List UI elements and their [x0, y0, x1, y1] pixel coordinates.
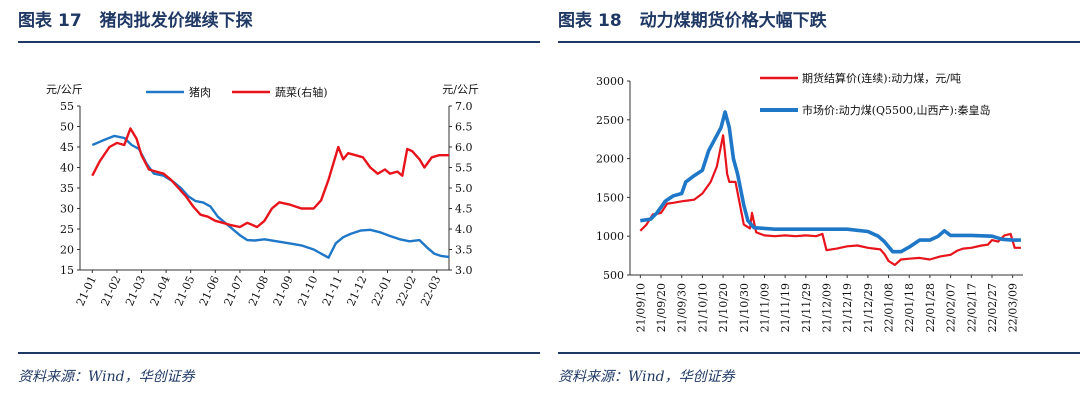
- left-axis-unit: 元/公斤: [46, 83, 83, 96]
- x-tick-label: 21/12/19: [841, 283, 854, 332]
- x-tick-label: 21/11/19: [779, 283, 792, 332]
- left-y-tick-label: 35: [60, 182, 74, 195]
- x-tick-label: 21/12/29: [862, 283, 875, 332]
- y-tick-label: 3000: [596, 75, 624, 88]
- left-y-tick-label: 55: [60, 100, 74, 113]
- left-y-tick-label: 15: [60, 264, 74, 277]
- right-y-tick-label: 3.5: [455, 244, 473, 257]
- x-tick-label: 21/10/20: [717, 283, 730, 332]
- figure-number: 17: [58, 11, 82, 31]
- figure-label: 图表: [558, 11, 592, 31]
- right-y-tick-label: 5.0: [455, 182, 473, 195]
- legend-label: 期货结算价(连续):动力煤，元/吨: [802, 71, 961, 85]
- series-line-coal-futures: [639, 134, 1021, 266]
- x-tick-label: 22/02/17: [965, 283, 978, 332]
- figure-title: 图表 18 动力煤期货价格大幅下跌: [558, 6, 827, 31]
- right-y-tick-label: 6.5: [455, 121, 473, 134]
- y-tick-label: 2000: [596, 153, 624, 166]
- legend-label: 猪肉: [189, 86, 211, 99]
- figure-number: 18: [598, 11, 622, 31]
- legend-label: 蔬菜(右轴): [275, 85, 328, 99]
- x-tick-label: 22/02/27: [986, 283, 999, 332]
- left-y-tick-label: 25: [60, 223, 74, 236]
- left-y-tick-label: 20: [60, 244, 74, 257]
- right-y-tick-label: 4.5: [455, 203, 473, 216]
- right-y-tick-label: 7.0: [455, 100, 473, 113]
- title-divider: [558, 41, 1080, 43]
- right-y-tick-label: 6.0: [455, 141, 473, 154]
- y-tick-label: 500: [603, 269, 624, 282]
- x-tick-label: 21-12: [344, 274, 369, 308]
- x-tick-label: 21/09/20: [655, 283, 668, 332]
- figure-title-text: 动力煤期货价格大幅下跌: [639, 11, 827, 31]
- x-tick-label: 22-03: [418, 274, 443, 308]
- x-tick-label: 21-07: [221, 274, 246, 308]
- x-tick-label: 22/02/07: [945, 283, 958, 332]
- left-y-tick-label: 50: [60, 121, 74, 134]
- y-tick-label: 1500: [596, 191, 624, 204]
- x-tick-label: 21/11/29: [800, 283, 813, 332]
- source-note: 资料来源：Wind，华创证券: [558, 369, 735, 385]
- source-note: 资料来源：Wind，华创证券: [18, 369, 195, 385]
- x-tick-label: 21/10/30: [738, 283, 751, 332]
- x-tick-label: 21-06: [197, 274, 222, 308]
- series-line-vegetable: [91, 127, 449, 229]
- right-axis-unit: 元/公斤: [442, 83, 479, 96]
- figure-title: 图表 17 猪肉批发价继续下探: [18, 6, 253, 31]
- right-y-tick-label: 4.0: [455, 223, 473, 236]
- x-tick-label: 21-08: [246, 274, 271, 308]
- x-tick-label: 21-11: [320, 274, 345, 308]
- x-tick-label: 21/12/09: [821, 283, 834, 332]
- x-tick-label: 21-10: [295, 274, 320, 308]
- x-tick-label: 21-04: [148, 274, 173, 308]
- x-tick-label: 21/11/09: [758, 283, 771, 332]
- series-line-pork: [91, 134, 450, 259]
- figure-title-text: 猪肉批发价继续下探: [99, 11, 253, 31]
- pork-vegetable-price-chart: 元/公斤 元/公斤 55 50 45 40 35 30 25 20 15 7.0 6.5 6.0 5.5 5.…: [46, 83, 479, 308]
- x-tick-label: 22-01: [369, 274, 394, 308]
- right-figure-panel: 图表 18 动力煤期货价格大幅下跌 3000 2500 2000 1500 1000 500 2…: [558, 0, 1080, 401]
- x-tick-label: 21/09/10: [634, 283, 647, 332]
- x-tick-label: 22/03/09: [1007, 283, 1020, 332]
- x-tick-label: 21/09/30: [676, 283, 689, 332]
- source-divider: [18, 352, 540, 354]
- x-tick-label: 22/01/28: [924, 283, 937, 332]
- x-tick-label: 21-02: [98, 274, 123, 308]
- y-tick-label: 1000: [596, 230, 624, 243]
- x-tick-label: 21-01: [74, 274, 99, 308]
- right-y-tick-label: 3.0: [455, 264, 473, 277]
- figure-label: 图表: [18, 11, 52, 31]
- left-figure-panel: 图表 17 猪肉批发价继续下探 元/公斤 元/公斤 55 50 45 40 35 30 25 20 15…: [18, 0, 540, 401]
- x-tick-label: 21-05: [172, 274, 197, 308]
- y-tick-label: 2500: [596, 114, 624, 127]
- series-line-coal-market-price: [640, 110, 1021, 254]
- legend-label: 市场价:动力煤(Q5500,山西产):秦皇岛: [802, 103, 991, 117]
- source-divider: [558, 352, 1080, 354]
- left-y-tick-label: 30: [60, 203, 74, 216]
- x-tick-label: 21/10/10: [696, 283, 709, 332]
- right-y-tick-label: 5.5: [455, 162, 473, 175]
- x-tick-label: 22-02: [394, 274, 419, 308]
- title-divider: [18, 41, 540, 43]
- thermal-coal-price-chart: 3000 2500 2000 1500 1000 500 21/09/10 21/09/20 2…: [596, 71, 1023, 332]
- x-tick-label: 21-03: [123, 274, 148, 308]
- x-tick-label: 22/01/18: [903, 283, 916, 332]
- x-tick-label: 21-09: [271, 274, 296, 308]
- x-tick-label: 22/01/08: [883, 283, 896, 332]
- left-y-tick-label: 40: [60, 162, 74, 175]
- left-y-tick-label: 45: [60, 141, 74, 154]
